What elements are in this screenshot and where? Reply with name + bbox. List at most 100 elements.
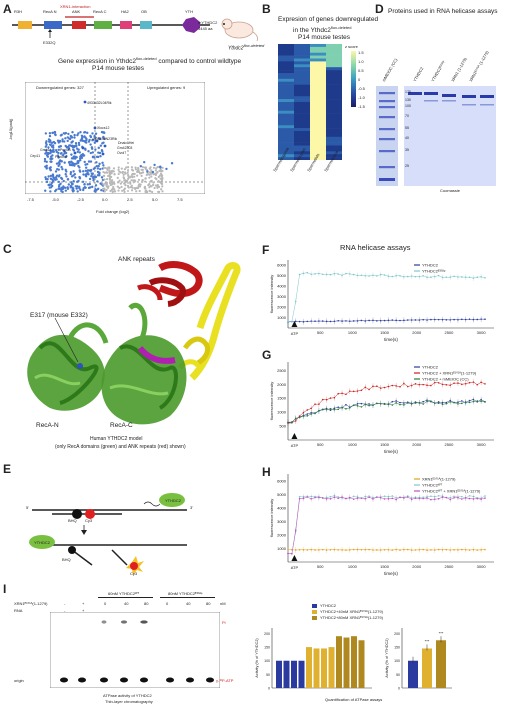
volcano-point-down [102, 164, 105, 167]
volcano-point-down [95, 155, 99, 159]
ythdc2-label-bottom: YTHDC2 [34, 540, 51, 545]
y-tick: 5000 [277, 273, 287, 278]
volcano-point-ns [103, 174, 106, 177]
volcano-point-ns [143, 180, 147, 183]
volcano-point-down [81, 154, 85, 157]
bhq-quencher-top [72, 509, 82, 519]
e317-label: E317 (mouse E332) [30, 312, 88, 319]
volcano-point-down [88, 182, 91, 186]
volcano-point-ns [144, 166, 148, 169]
gene-label: Penknd [55, 155, 67, 159]
meioc-band [379, 178, 395, 181]
protein-band [408, 92, 422, 95]
volcano-point-down [102, 135, 105, 139]
heatmap-cell [310, 75, 326, 80]
volcano-point-down [63, 140, 66, 143]
volcano-xtick: 0.0 [102, 197, 108, 202]
volcano-point-down [60, 165, 63, 169]
volcano-point-down [49, 190, 52, 193]
rna-row-label: RNA [14, 608, 23, 613]
volcano-point-down [56, 168, 59, 171]
volcano-point-down [68, 163, 72, 166]
volcano-point-down [69, 186, 72, 189]
volcano-point-ns [108, 177, 112, 180]
volcano-point-ns [125, 166, 128, 169]
heatmap-cell [294, 55, 310, 59]
heatmap-cell [278, 99, 294, 103]
volcano-point-down [91, 185, 94, 189]
volcano-point-down [96, 167, 100, 170]
volcano-point-down [99, 155, 102, 158]
series-line [287, 318, 486, 323]
upregulated-count: Upregulated genes: 9 [147, 85, 186, 90]
volcano-point-down [86, 169, 90, 172]
gel-marker: 70 [405, 114, 409, 118]
heatmap-cell [326, 157, 342, 160]
heatmap-cell [278, 55, 294, 59]
volcano-point-down [78, 151, 81, 154]
volcano-point-ns [159, 177, 162, 180]
heatmap-cell [278, 90, 294, 94]
heatmap-cell [310, 58, 326, 62]
volcano-point-up [139, 165, 142, 168]
y-tick: 2000 [277, 382, 287, 387]
helicase-assays-title: RNA helicase assays [340, 243, 411, 252]
volcano-point-down [94, 184, 98, 187]
bar-y-tick: 0 [268, 687, 270, 691]
inset-y-tick: 200 [394, 632, 400, 636]
volcano-point-ns [102, 166, 105, 169]
gene-label: Gm42303 [117, 146, 133, 150]
y-tick: 500 [279, 424, 286, 429]
heatmap-cell [294, 84, 310, 88]
volcano-point-down [96, 170, 100, 174]
x-tick: 2500 [444, 442, 454, 447]
downregulated-count: Downregulated genes: 327 [36, 85, 84, 90]
volcano-point-down [103, 137, 106, 141]
volcano-point-up [143, 160, 146, 164]
volcano-point-up [153, 163, 156, 167]
heatmap-cell [326, 55, 342, 59]
volcano-highlight [73, 151, 77, 155]
volcano-point-down [44, 165, 47, 168]
volcano-point-ns [122, 176, 125, 179]
volcano-point-down [58, 174, 61, 177]
heatmap-cell [294, 75, 310, 80]
y-tick: 2500 [277, 368, 287, 373]
heatmap-cell [278, 52, 294, 56]
volcano-point-down [59, 182, 62, 186]
volcano-point-down [43, 157, 47, 161]
heatmap-cell [294, 110, 310, 114]
volcano-point-ns [112, 181, 115, 184]
heatmap-cell [326, 145, 342, 149]
volcano-point-ns [116, 185, 119, 188]
heatmap-cell [278, 122, 294, 126]
ank-repeats-label: ANK repeats [118, 256, 155, 263]
heatmap-cell [278, 107, 294, 111]
volcano-point-ns [127, 173, 130, 177]
volcano-point-down [52, 175, 55, 179]
volcano-point-ns [152, 173, 155, 176]
bar-legend-2: YTHDC2+40nM XRN1ᴱ¹⁰¹ᴬ(1-1279) [320, 609, 383, 614]
sds-page-gel [376, 86, 496, 186]
y-tick: 6000 [277, 478, 287, 483]
y-tick: 1000 [277, 315, 287, 320]
volcano-point-down [55, 150, 58, 154]
volcano-point-down [47, 183, 50, 187]
volcano-point-down [83, 160, 86, 164]
volcano-point-down [58, 139, 62, 143]
volcano-point-ns [120, 167, 123, 170]
volcano-point-ns [108, 174, 111, 178]
volcano-point-down [94, 148, 97, 151]
volcano-point-down [57, 187, 60, 190]
legend-label: YTHDC2ᴱ³³²ᵠ [422, 269, 446, 274]
volcano-point-ns [126, 184, 130, 188]
volcano-point-down [48, 132, 52, 135]
volcano-point-ns [141, 165, 145, 169]
legend-label: YTHDC2 [422, 263, 439, 268]
heatmap-cell [310, 151, 326, 155]
volcano-point-down [57, 185, 61, 188]
volcano-point-ns [118, 179, 121, 182]
heatmap-cell [310, 87, 326, 91]
volcano-point-ns [117, 189, 120, 192]
heatmap-cell [310, 145, 326, 149]
